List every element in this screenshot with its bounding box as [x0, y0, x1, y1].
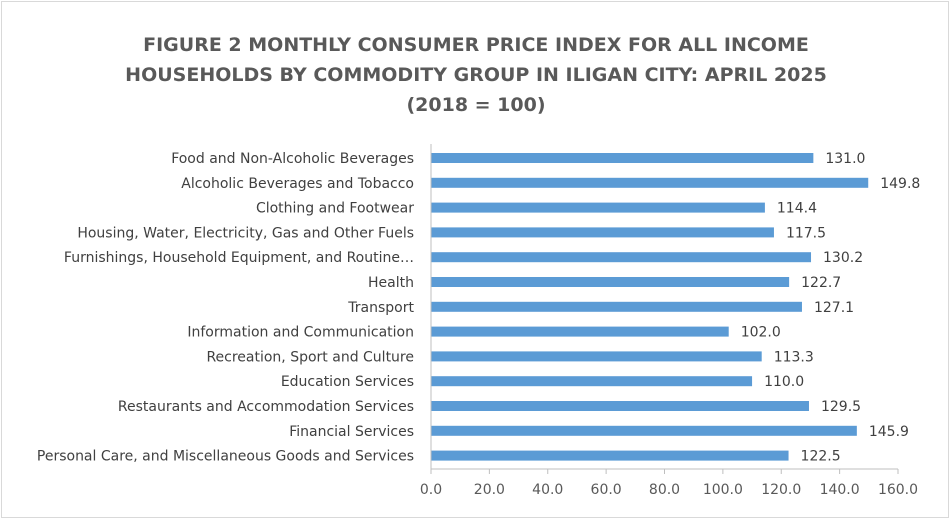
category-label: Restaurants and Accommodation Services	[118, 399, 414, 415]
bar	[431, 301, 802, 312]
chart-title: FIGURE 2 MONTHLY CONSUMER PRICE INDEX FO…	[40, 30, 912, 120]
category-label: Education Services	[281, 374, 414, 390]
x-tick-label: 60.0	[591, 482, 622, 498]
category-label: Alcoholic Beverages and Tobacco	[181, 176, 414, 192]
data-label: 130.2	[823, 250, 863, 266]
data-label: 122.5	[801, 449, 841, 465]
chart-title-line-3: (2018 = 100)	[406, 94, 546, 116]
labels-layer: Food and Non-Alcoholic Beverages 131.0 Alc…	[37, 151, 920, 465]
category-label: Food and Non-Alcoholic Beverages	[171, 151, 414, 167]
data-label: 145.9	[869, 424, 909, 440]
bars-layer	[431, 153, 869, 461]
data-label: 122.7	[801, 275, 841, 291]
category-label: Recreation, Sport and Culture	[206, 349, 414, 365]
bar	[431, 277, 790, 287]
category-label: Clothing and Footwear	[256, 201, 414, 217]
x-tick-label: 140.0	[820, 482, 860, 498]
chart-title-line-1: FIGURE 2 MONTHLY CONSUMER PRICE INDEX FO…	[143, 34, 809, 56]
data-label: 149.8	[880, 176, 920, 192]
bar	[431, 227, 774, 238]
x-tick-label: 80.0	[649, 482, 680, 498]
category-label: Financial Services	[289, 424, 414, 440]
bar	[431, 326, 729, 337]
category-label: Housing, Water, Electricity, Gas and Oth…	[77, 225, 414, 241]
data-label: 114.4	[777, 201, 817, 217]
x-tick-label: 120.0	[761, 482, 801, 498]
data-label: 127.1	[814, 300, 854, 316]
bar	[431, 401, 809, 411]
data-label: 129.5	[821, 399, 861, 415]
chart-title-line-2: HOUSEHOLDS BY COMMODITY GROUP IN ILIGAN …	[125, 64, 827, 86]
data-label: 117.5	[786, 225, 826, 241]
x-tick-label: 20.0	[474, 482, 505, 498]
data-label: 102.0	[741, 325, 781, 341]
category-label: Personal Care, and Miscellaneous Goods a…	[37, 449, 414, 465]
x-tick-label: 0.0	[420, 482, 442, 498]
bar	[431, 450, 789, 461]
category-label: Information and Communication	[187, 325, 414, 341]
x-axis: 0.0 20.0 40.0 60.0 80.0 100.0 120.0 140.0 160.0	[420, 144, 918, 498]
category-label: Transport	[347, 300, 414, 316]
bar	[431, 252, 812, 263]
data-label: 113.3	[774, 349, 814, 365]
category-label: Furnishings, Household Equipment, and Ro…	[64, 250, 414, 266]
bar	[431, 177, 869, 188]
x-tick-label: 160.0	[878, 482, 918, 498]
bar	[431, 425, 857, 436]
x-tick-label: 100.0	[703, 482, 743, 498]
data-label: 131.0	[825, 151, 865, 167]
bar	[431, 153, 814, 163]
bar	[431, 351, 762, 362]
category-label: Health	[368, 275, 414, 291]
bar	[431, 202, 765, 213]
x-tick-label: 40.0	[532, 482, 563, 498]
bar	[431, 376, 753, 387]
data-label: 110.0	[764, 374, 804, 390]
